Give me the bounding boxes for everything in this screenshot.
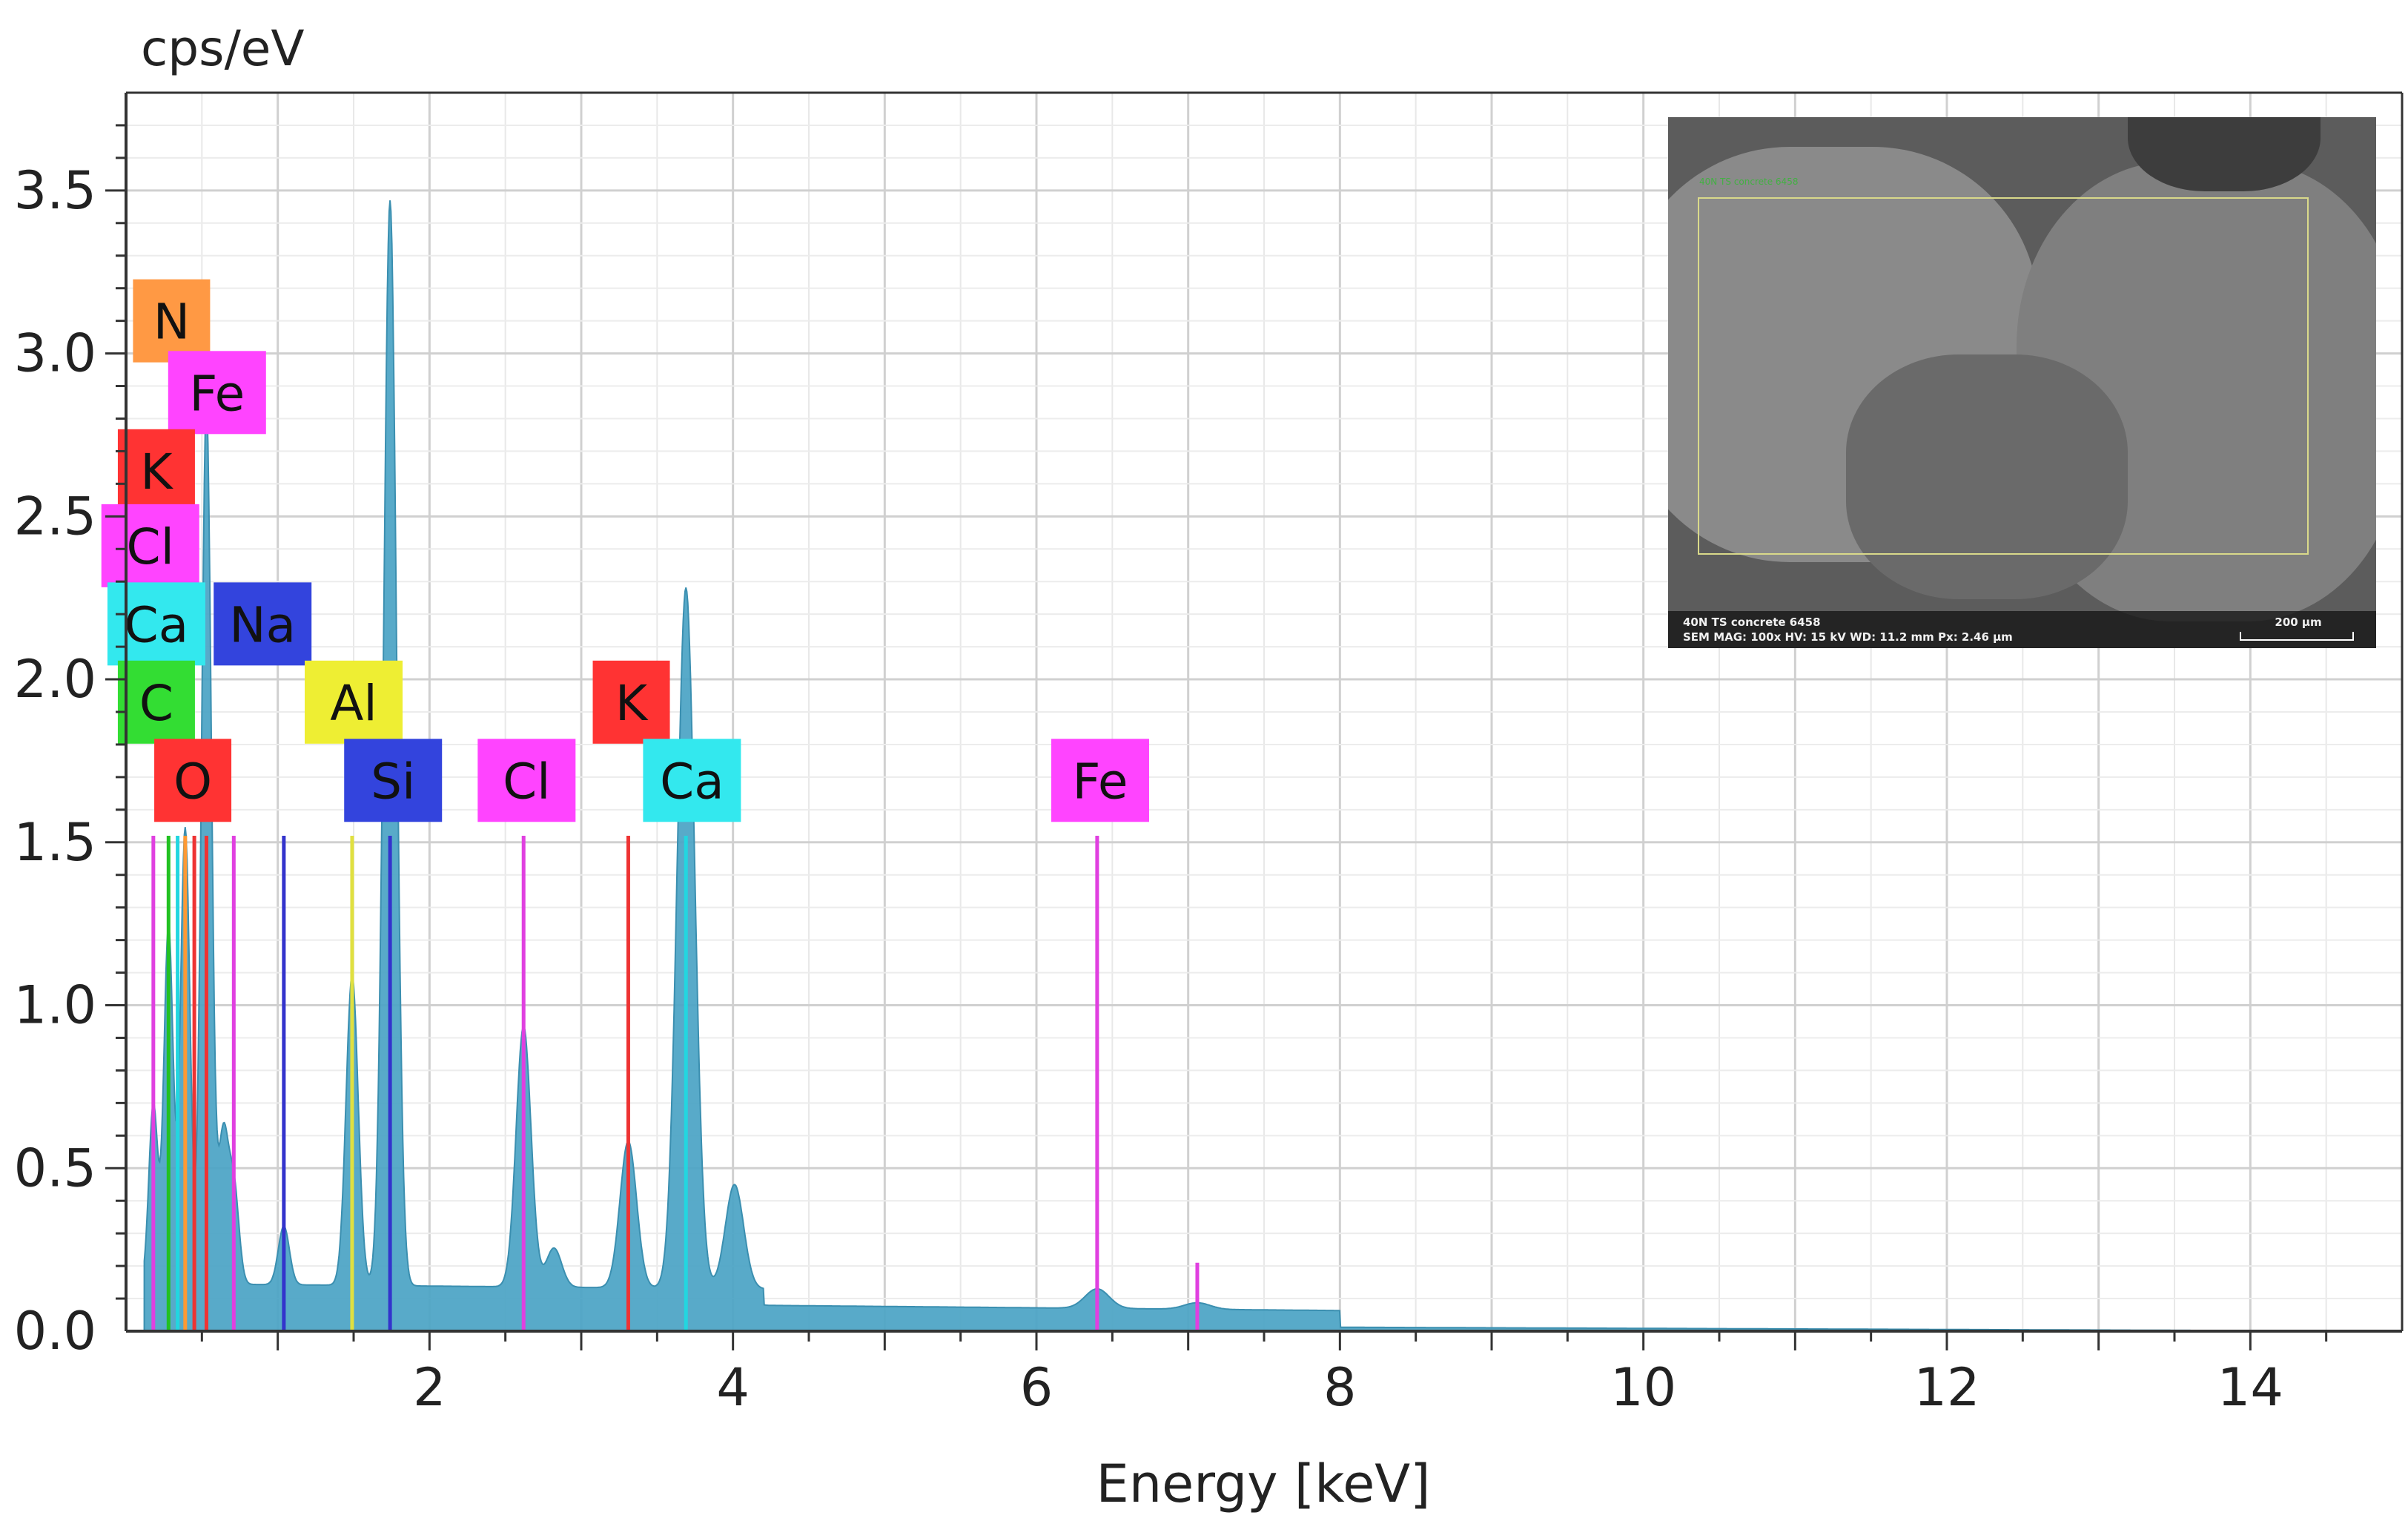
scale-bar-label: 200 µm bbox=[2275, 616, 2322, 629]
x-axis-label: Energy [keV] bbox=[1096, 1454, 1431, 1514]
element-label-text: N bbox=[153, 294, 190, 351]
element-label: Cl bbox=[101, 504, 199, 587]
element-label: Cl bbox=[477, 739, 576, 822]
analysis-region-label: 40N TS concrete 6458 bbox=[1699, 176, 1799, 187]
element-label-text: C bbox=[139, 675, 173, 732]
element-label-box bbox=[592, 660, 670, 744]
element-label-box bbox=[133, 279, 211, 363]
element-label: Al bbox=[305, 660, 403, 744]
y-tick-label: 3.5 bbox=[14, 160, 96, 221]
sem-micrograph-inset: 40N TS concrete 6458 40N TS concrete 645… bbox=[1668, 117, 2376, 648]
element-label: N bbox=[133, 279, 211, 363]
axes: 2 4 6 8 10 12 14 0.0 0.5 1.0 1.5 2.0 2.5 3.0 3.5 bbox=[14, 91, 2404, 1418]
y-tick-label: 1.0 bbox=[14, 975, 96, 1036]
element-label-text: K bbox=[140, 443, 173, 501]
sem-sample-name: 40N TS concrete 6458 bbox=[1683, 616, 1821, 629]
element-label-text: O bbox=[173, 753, 212, 810]
element-label: Ca bbox=[643, 739, 741, 822]
sem-texture bbox=[1846, 354, 2128, 599]
x-tick-label: 6 bbox=[1020, 1357, 1054, 1418]
element-label: Fe bbox=[1051, 739, 1149, 822]
x-tick-label: 2 bbox=[413, 1357, 446, 1418]
element-label-text: Fe bbox=[1072, 753, 1128, 810]
y-tick-label: 0.0 bbox=[14, 1301, 96, 1362]
element-label-text: K bbox=[615, 675, 649, 732]
sem-info-bar: 40N TS concrete 6458 SEM MAG: 100x HV: 1… bbox=[1668, 611, 2376, 648]
grid-lines bbox=[126, 93, 2402, 1331]
element-label-text: Cl bbox=[127, 518, 174, 575]
element-label-text: Al bbox=[330, 675, 377, 732]
y-tick-label: 1.5 bbox=[14, 812, 96, 873]
element-label-text: Si bbox=[371, 753, 415, 810]
element-label: K bbox=[117, 429, 195, 512]
y-tick-label: 0.5 bbox=[14, 1138, 96, 1198]
element-label-text: Ca bbox=[660, 753, 724, 810]
element-label: Fe bbox=[168, 351, 266, 435]
y-tick-label: 2.5 bbox=[14, 486, 96, 547]
element-label-box bbox=[214, 582, 312, 666]
element-label-box bbox=[101, 504, 199, 587]
element-label-box bbox=[154, 739, 232, 822]
element-label-box bbox=[344, 739, 443, 822]
element-label: Ca bbox=[107, 582, 205, 666]
element-label-box bbox=[477, 739, 576, 822]
x-tick-label: 8 bbox=[1323, 1357, 1357, 1418]
x-tick-label: 10 bbox=[1610, 1357, 1676, 1418]
scale-bar bbox=[2240, 632, 2354, 641]
sem-texture bbox=[2128, 117, 2321, 191]
element-label-text: Ca bbox=[125, 596, 189, 653]
element-label-box bbox=[1051, 739, 1149, 822]
x-tick-label: 4 bbox=[716, 1357, 750, 1418]
element-label-box bbox=[117, 660, 195, 744]
sem-parameters: SEM MAG: 100x HV: 15 kV WD: 11.2 mm Px: … bbox=[1683, 630, 2013, 644]
x-tick-label: 12 bbox=[1914, 1357, 1979, 1418]
element-label: Si bbox=[344, 739, 443, 822]
element-label-layer: N Fe K Cl Ca Na C Al K O Si Cl Ca Fe bbox=[101, 279, 1149, 822]
element-label-text: Na bbox=[229, 596, 296, 653]
element-label: K bbox=[592, 660, 670, 744]
element-label: O bbox=[154, 739, 232, 822]
element-marker-layer bbox=[151, 836, 1200, 1331]
element-label-box bbox=[305, 660, 403, 744]
element-label: Na bbox=[214, 582, 312, 666]
y-axis-label: cps/eV bbox=[141, 20, 305, 77]
element-label-box bbox=[168, 351, 266, 435]
x-tick-label: 14 bbox=[2217, 1357, 2283, 1418]
y-tick-label: 2.0 bbox=[14, 649, 96, 710]
element-label-box bbox=[643, 739, 741, 822]
element-label-text: Fe bbox=[189, 365, 245, 422]
element-label-box bbox=[107, 582, 205, 666]
analysis-region-box bbox=[1698, 197, 2309, 555]
element-label-box bbox=[117, 429, 195, 512]
element-label-text: Cl bbox=[503, 753, 550, 810]
y-tick-label: 3.0 bbox=[14, 323, 96, 384]
element-label: C bbox=[117, 660, 195, 744]
